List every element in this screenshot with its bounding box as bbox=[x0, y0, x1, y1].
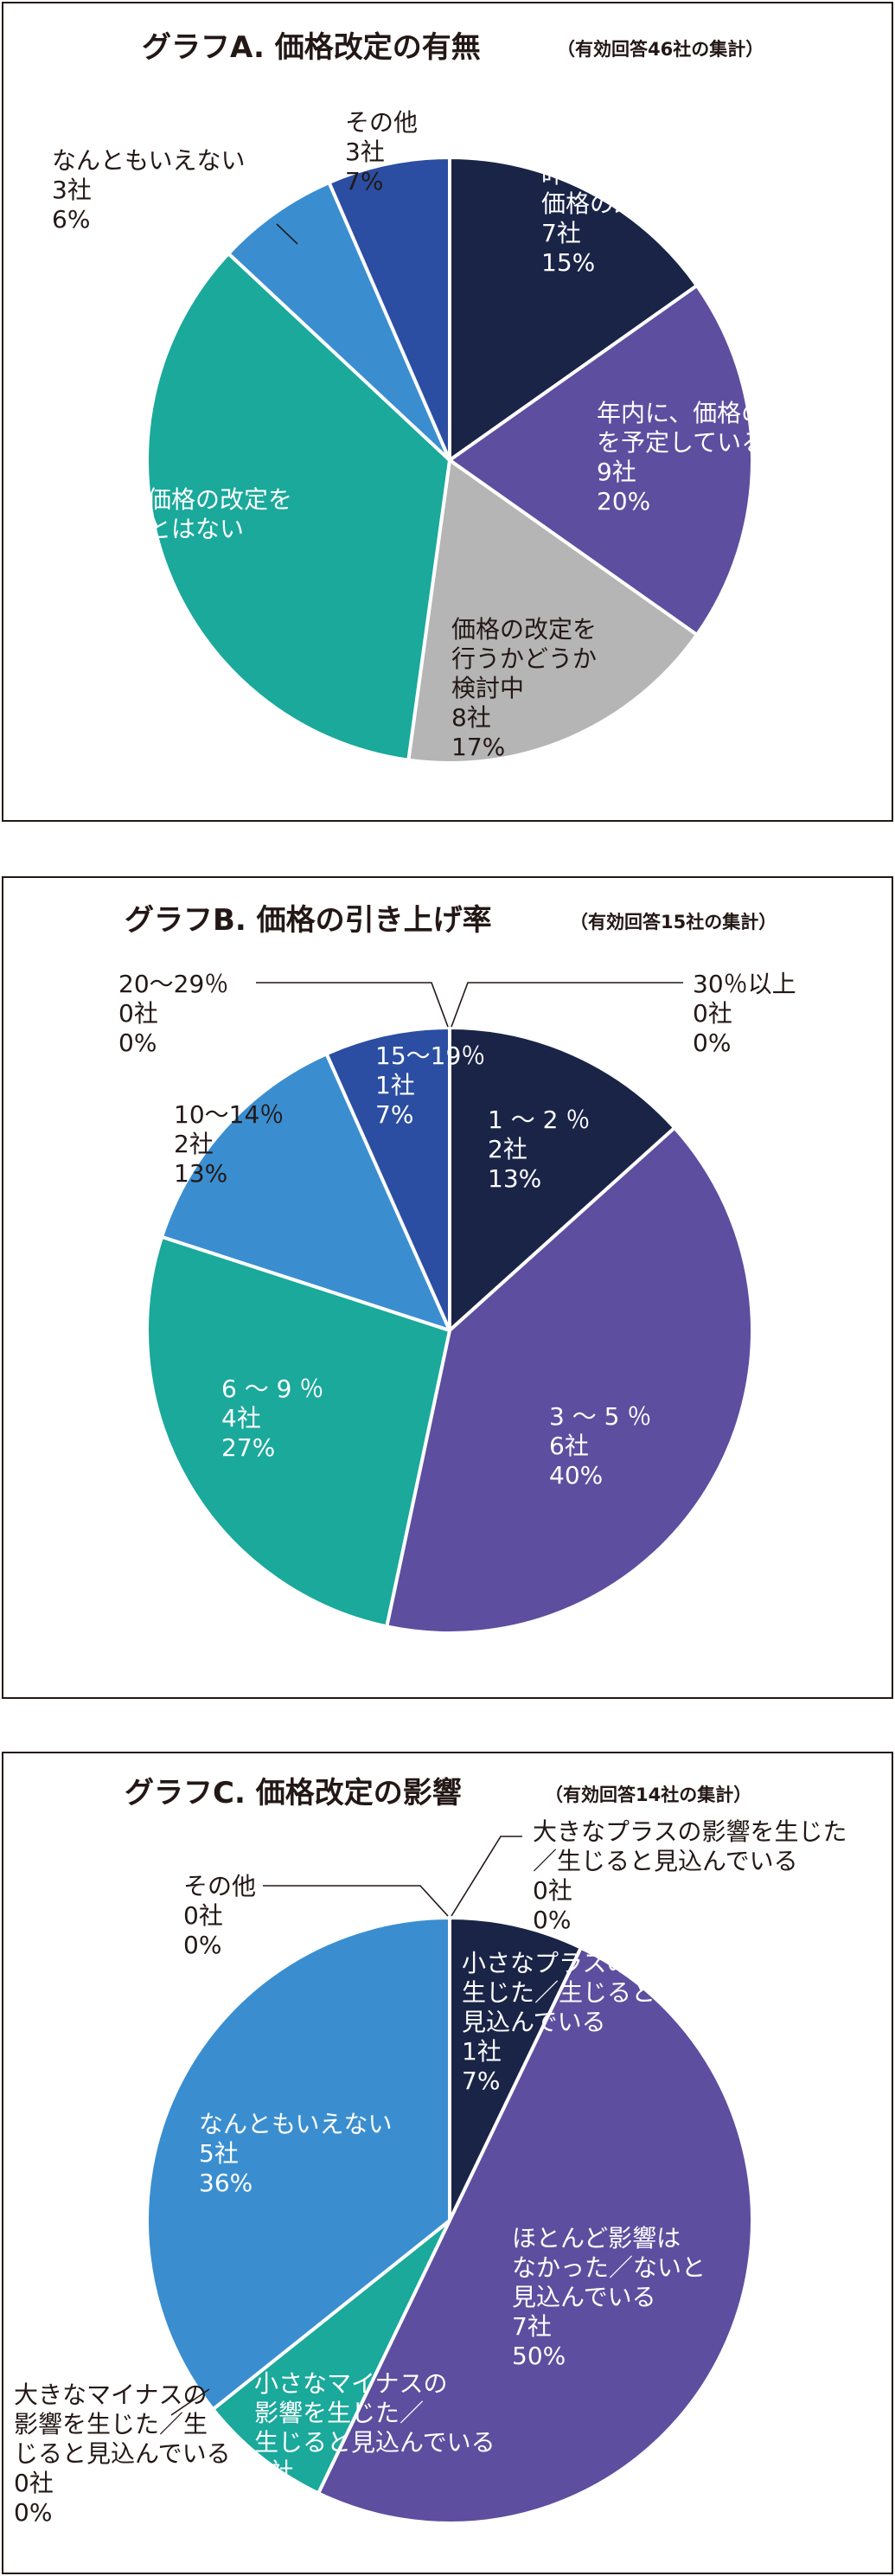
pie-slice bbox=[385, 1125, 754, 1635]
chart-title: グラフC. 価格改定の影響 bbox=[125, 1776, 462, 1810]
pie-slice bbox=[324, 1026, 451, 1332]
leader-line bbox=[276, 223, 298, 245]
leader-line bbox=[451, 982, 683, 1028]
leader-line bbox=[256, 982, 449, 1028]
pie-slice bbox=[160, 1052, 451, 1332]
slice-label: その他 0社 0% bbox=[183, 1872, 256, 1959]
slice-label: 20～29％ 0社 0% bbox=[118, 970, 228, 1057]
chart-subtitle: （有効回答14社の集計） bbox=[545, 1785, 751, 1805]
slice-label: ほとんど影響はなかった／ないと見込んでいる 7社 50% bbox=[512, 2224, 706, 2370]
slice-label: 3 ～ 5 ％ 6社 40% bbox=[549, 1402, 651, 1490]
slice-label: 10～14％ 2社 13% bbox=[174, 1100, 284, 1188]
chart-panel-a: グラフA. 価格改定の有無 （有効回答46社の集計） 昨年10月以降に、価格の改定を… bbox=[2, 2, 893, 822]
pie-slice bbox=[448, 1026, 677, 1332]
leader-line bbox=[263, 1885, 449, 1917]
slice-label: 小さなマイナスの影響を生じた／生じると見込んでいる 1社 7% bbox=[254, 2369, 495, 2515]
pie-chart-a: グラフA. 価格改定の有無 （有効回答46社の集計） 昨年10月以降に、価格の改定を… bbox=[52, 30, 814, 765]
slice-label: 当面、価格の改定を行うことはない 16社 35% bbox=[74, 485, 292, 602]
slice-label: その他 3社 7% bbox=[345, 108, 418, 195]
pie-slice bbox=[448, 284, 755, 637]
pie-slice bbox=[145, 252, 451, 762]
chart-panel-c: グラフC. 価格改定の影響 （有効回答14社の集計） 大きなプラスの影響を生じた／生… bbox=[2, 1752, 893, 2574]
pie-slice bbox=[448, 156, 699, 462]
pie-slice bbox=[327, 156, 451, 462]
slice-label: なんともいえない 5社 36% bbox=[199, 2110, 392, 2197]
pie-slice bbox=[227, 180, 451, 462]
pie-slice bbox=[145, 1234, 451, 1629]
slice-label: 昨年10月以降に、価格の改定を行った 7社 15% bbox=[541, 160, 759, 277]
slice-label: 価格の改定を行うかどうか検討中 8社 17% bbox=[451, 615, 597, 761]
slice-label: 15～19％ 1社 7% bbox=[375, 1041, 485, 1129]
slice-label: 30％以上 0社 0% bbox=[693, 970, 796, 1057]
chart-title: グラフB. 価格の引き上げ率 bbox=[125, 903, 492, 938]
pie-slice bbox=[448, 1916, 583, 2222]
pie-chart-b: グラフB. 価格の引き上げ率 （有効回答15社の集計） 30％以上 0社 0% 1 ～ 2… bbox=[118, 903, 796, 1635]
slice-label: 小さなプラスの影響を生じた／生じると見込んでいる 1社 7% bbox=[462, 1949, 703, 2095]
chart-panel-b: グラフB. 価格の引き上げ率 （有効回答15社の集計） 30％以上 0社 0% 1 ～ 2… bbox=[2, 876, 893, 1699]
pie-slice bbox=[316, 1945, 754, 2525]
pie-slice bbox=[145, 1916, 451, 2412]
slice-label: 1 ～ 2 ％ 2社 13% bbox=[488, 1105, 590, 1193]
chart-subtitle: （有効回答46社の集計） bbox=[557, 39, 764, 60]
leader-line bbox=[170, 2388, 210, 2416]
chart-title: グラフA. 価格改定の有無 bbox=[142, 30, 481, 65]
chart-subtitle: （有効回答15社の集計） bbox=[570, 912, 777, 932]
slice-label: なんともいえない 3社 6% bbox=[52, 146, 245, 234]
leader-line bbox=[451, 1836, 522, 1917]
slice-label: 大きなプラスの影響を生じた／生じると見込んでいる 0社 0% bbox=[533, 1817, 847, 1934]
slice-label: 6 ～ 9 ％ 4社 27% bbox=[221, 1375, 323, 1462]
pie-slice bbox=[211, 2219, 451, 2496]
pie-chart-c: グラフC. 価格改定の影響 （有効回答14社の集計） 大きなプラスの影響を生じた／生… bbox=[14, 1776, 847, 2527]
slice-label: 大きなマイナスの影響を生じた／生じると見込んでいる 0社 0% bbox=[14, 2381, 231, 2527]
slice-label: 年内に、価格の改定を予定している 9社 20% bbox=[597, 399, 814, 516]
pie-slice bbox=[406, 458, 699, 765]
